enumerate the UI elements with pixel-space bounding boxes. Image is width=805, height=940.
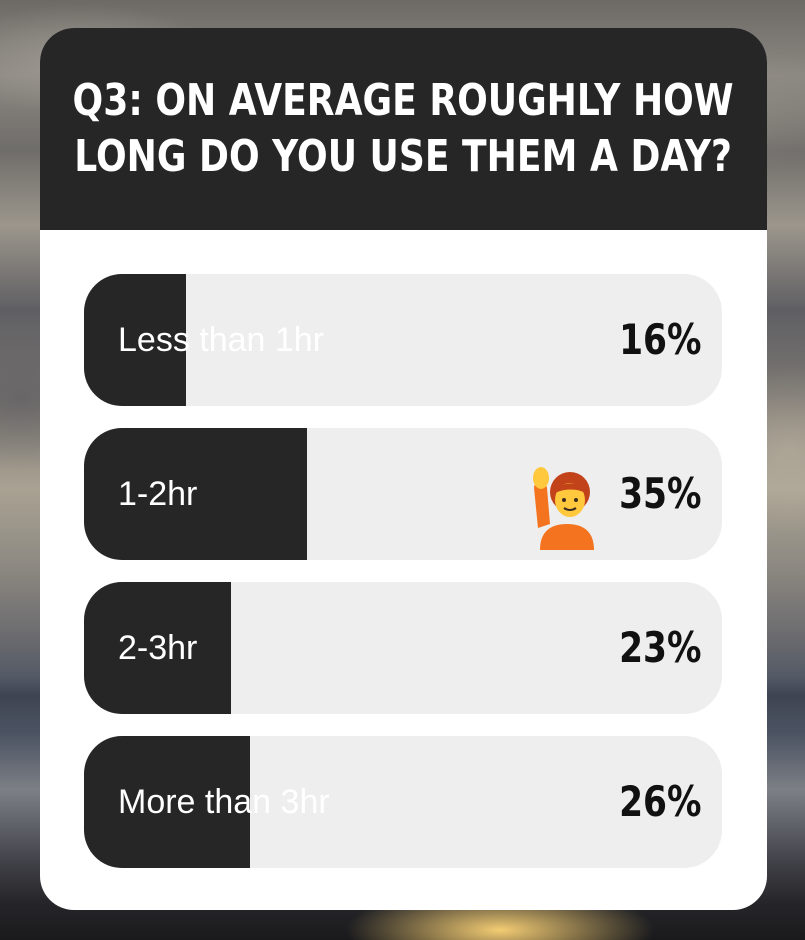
poll-question-line-1: Q3: ON AVERAGE ROUGHLY HOW [72, 75, 735, 126]
poll-option-label: 2-3hr [118, 629, 198, 667]
poll-question: Q3: ON AVERAGE ROUGHLY HOW LONG DO YOU U… [40, 73, 767, 185]
poll-option-fill [84, 736, 250, 868]
poll-option-less-than-1hr[interactable]: Less than 1hr 16% [84, 274, 722, 406]
poll-option-label: Less than 1hr [118, 321, 325, 359]
poll-option-1-2hr[interactable]: 1-2hr 35% [84, 428, 722, 560]
poll-option-2-3hr[interactable]: 2-3hr 23% [84, 582, 722, 714]
poll-header: Q3: ON AVERAGE ROUGHLY HOW LONG DO YOU U… [40, 28, 767, 230]
poll-option-more-than-3hr[interactable]: More than 3hr 26% [84, 736, 722, 868]
poll-option-label: 1-2hr [118, 475, 198, 513]
poll-option-percent: 16% [619, 315, 702, 364]
poll-option-label: More than 3hr [118, 783, 330, 821]
poll-option-percent: 26% [619, 777, 702, 826]
poll-option-percent: 35% [619, 469, 702, 518]
poll-option-fill [84, 274, 187, 406]
poll-option-percent: 23% [619, 623, 702, 672]
raising-hand-emoji-icon [533, 467, 594, 550]
poll-question-line-2: LONG DO YOU USE THEM A DAY? [74, 131, 733, 182]
poll-card: Q3: ON AVERAGE ROUGHLY HOW LONG DO YOU U… [40, 28, 767, 910]
poll-option-fill [84, 582, 231, 714]
poll-option-fill [84, 428, 308, 560]
